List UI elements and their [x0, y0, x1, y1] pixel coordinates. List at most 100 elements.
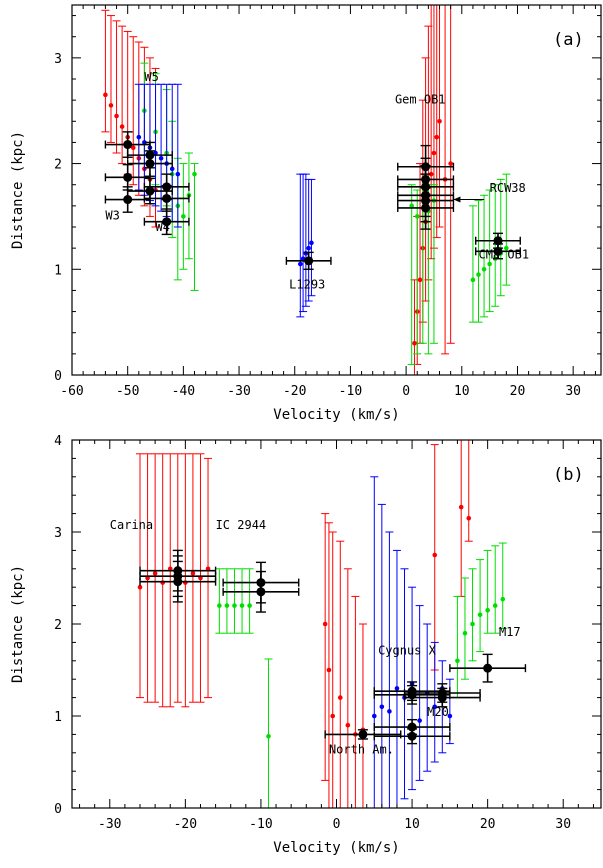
annotation-label: W5	[144, 70, 158, 84]
data-point	[470, 621, 475, 627]
y-axis: 0 1 2 3 4	[54, 434, 601, 817]
data-point	[239, 603, 245, 608]
cluster-point	[123, 172, 133, 182]
x-axis: -30 -20 -10 0 10 20 30	[79, 440, 594, 832]
series-green	[215, 542, 507, 808]
data-point	[175, 171, 181, 177]
data-point	[108, 103, 114, 108]
cluster-point	[407, 731, 417, 741]
x-axis-label: Velocity (km/s)	[273, 840, 399, 856]
cluster-point	[304, 256, 314, 266]
annotation-label: North Am.	[329, 743, 394, 757]
data-point	[298, 261, 303, 267]
data-point	[487, 261, 492, 267]
panel-label: (a)	[553, 30, 584, 50]
x-tick-label: -10	[339, 384, 362, 399]
cluster-point	[123, 195, 133, 205]
annotation-label: W4	[156, 220, 170, 234]
data-point	[130, 145, 136, 151]
data-point	[247, 603, 252, 608]
data-point	[434, 134, 440, 140]
data-point	[371, 713, 377, 719]
x-tick-label: 20	[510, 384, 526, 399]
y-tick-label: 1	[54, 263, 62, 278]
data-point	[462, 630, 468, 636]
x-tick-label: 20	[480, 817, 496, 832]
data-point	[492, 603, 498, 608]
data-point	[322, 621, 328, 627]
y-axis-label: Distance (kpc)	[10, 131, 26, 249]
data-point	[153, 150, 158, 156]
data-point	[432, 704, 438, 710]
x-axis-label: Velocity (km/s)	[273, 407, 399, 423]
data-point	[417, 277, 423, 283]
plot-frame	[71, 4, 602, 376]
cluster-point	[173, 577, 183, 587]
data-point	[232, 603, 237, 608]
data-point	[217, 603, 222, 608]
y-tick-label: 2	[54, 618, 62, 633]
series-green	[140, 62, 511, 365]
data-point	[330, 713, 336, 719]
x-tick-label: -50	[116, 384, 139, 399]
x-tick-label: 10	[454, 384, 470, 399]
y-tick-label: 2	[54, 158, 62, 173]
annotation-label: Cygnus X	[378, 643, 437, 657]
cluster-markers	[104, 131, 521, 270]
data-point	[103, 92, 108, 98]
x-tick-label: -30	[227, 384, 250, 399]
cluster-point	[493, 236, 503, 246]
data-point	[409, 203, 414, 209]
annotation-label: IC 2944	[216, 518, 267, 532]
data-point	[466, 515, 472, 521]
data-point	[379, 704, 385, 710]
panel-label: (b)	[553, 465, 584, 485]
data-point	[414, 214, 420, 219]
cluster-point	[437, 693, 447, 703]
y-tick-label: 3	[54, 526, 62, 541]
cluster-point	[483, 663, 493, 673]
x-tick-label: 10	[404, 817, 420, 832]
data-point	[306, 245, 311, 251]
cluster-point	[162, 217, 172, 227]
data-point	[394, 686, 400, 691]
cluster-point	[358, 729, 368, 739]
data-point	[447, 713, 453, 719]
annotation-label: M17	[499, 625, 521, 639]
data-point	[190, 571, 196, 576]
data-point	[300, 256, 306, 262]
cluster-point	[421, 203, 431, 213]
x-tick-label: 0	[333, 817, 341, 832]
cluster-point	[145, 159, 155, 169]
x-tick-label: -30	[98, 817, 121, 832]
series-red	[101, 4, 455, 375]
data-point	[114, 113, 119, 119]
annotation-label: W3	[105, 209, 119, 223]
x-tick-label: 30	[555, 817, 571, 832]
data-point	[428, 171, 434, 177]
data-point	[437, 118, 442, 124]
data-point	[337, 695, 343, 700]
y-axis: 0 1 2 3	[54, 15, 601, 384]
annotation-label: CMa OB1	[478, 248, 529, 262]
cluster-point	[145, 186, 155, 196]
data-point	[192, 171, 197, 177]
data-point	[412, 340, 417, 346]
data-point	[417, 718, 422, 723]
data-point	[504, 245, 509, 251]
data-point	[448, 161, 453, 166]
cluster-point	[162, 193, 172, 203]
cluster-point	[493, 246, 503, 256]
x-tick-label: -20	[283, 384, 306, 399]
annotation-label: Carina	[110, 518, 153, 532]
y-tick-label: 4	[54, 434, 62, 449]
data-point	[485, 607, 490, 613]
series-blue	[370, 476, 454, 808]
x-axis: -60 -50 -40 -30 -20 -10 0 10 20 30	[60, 5, 596, 399]
data-point	[119, 124, 125, 129]
data-point	[309, 240, 314, 246]
x-tick-label: 0	[402, 384, 410, 399]
